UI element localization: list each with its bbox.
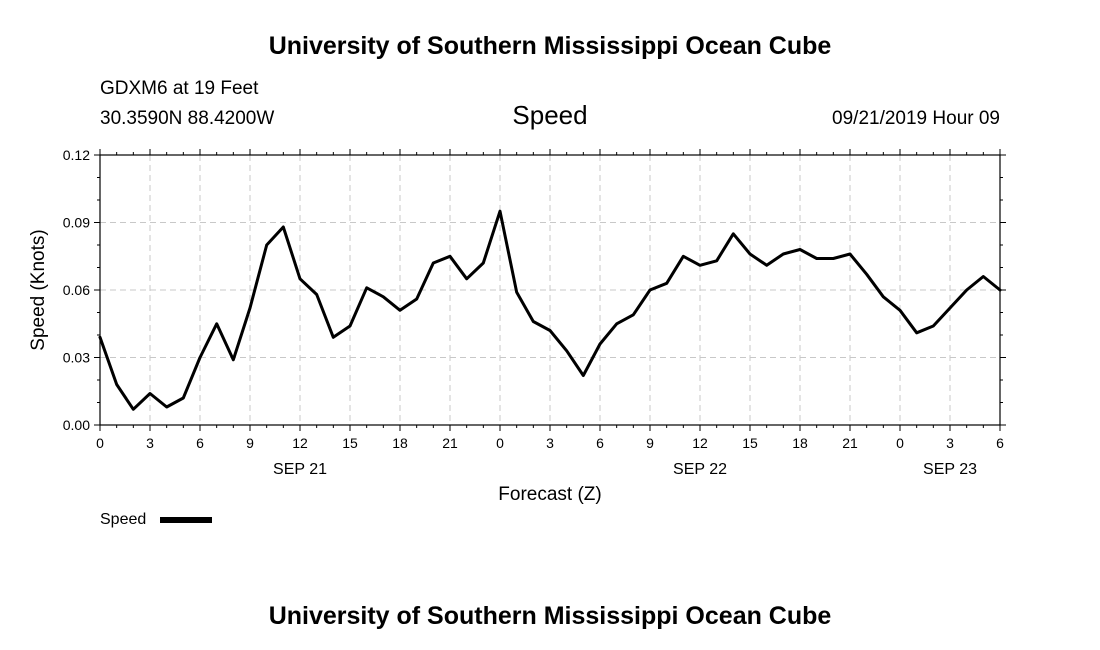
x-tick-label: 0 [96,435,104,451]
station-label: GDXM6 at 19 Feet [100,78,259,99]
x-tick-label: 9 [646,435,654,451]
x-tick-label: 6 [196,435,204,451]
x-date-label: SEP 23 [923,461,977,478]
x-tick-label: 18 [792,435,808,451]
coordinates-label: 30.3590N 88.4200W [100,108,274,129]
x-tick-label: 12 [692,435,708,451]
chart-header-title: University of Southern Mississippi Ocean… [269,32,832,60]
x-tick-label: 18 [392,435,408,451]
x-axis-label: Forecast (Z) [498,484,601,505]
axis-ticks: 0 3 6 9 12 15 18 21 0 3 6 9 12 15 18 21 0 3 6 0.00 0.03 0.06 0… [63,147,1006,478]
x-tick-label: 9 [246,435,254,451]
chart-footer-title: University of Southern Mississippi Ocean… [269,602,832,630]
date-label: 09/21/2019 Hour 09 [832,108,1000,129]
y-tick-label: 0.00 [63,417,90,433]
y-tick-label: 0.12 [63,147,90,163]
y-tick-label: 0.03 [63,350,90,366]
x-tick-label: 3 [146,435,154,451]
y-tick-label: 0.09 [63,215,90,231]
x-tick-label: 15 [742,435,758,451]
x-date-label: SEP 21 [273,461,327,478]
x-tick-label: 6 [596,435,604,451]
grid [100,155,1000,425]
y-axis-label: Speed (Knots) [28,229,49,350]
x-tick-label: 21 [842,435,858,451]
chart-title: Speed [512,100,587,130]
x-tick-label: 6 [996,435,1004,451]
x-tick-label: 0 [896,435,904,451]
x-tick-label: 12 [292,435,308,451]
legend-label: Speed [100,511,146,528]
speed-series-line [98,209,1002,411]
x-tick-label: 15 [342,435,358,451]
x-date-label: SEP 22 [673,461,727,478]
x-tick-label: 21 [442,435,458,451]
legend: Speed [100,511,212,528]
x-tick-label: 0 [496,435,504,451]
y-tick-label: 0.06 [63,282,90,298]
x-tick-label: 3 [946,435,954,451]
x-tick-label: 3 [546,435,554,451]
